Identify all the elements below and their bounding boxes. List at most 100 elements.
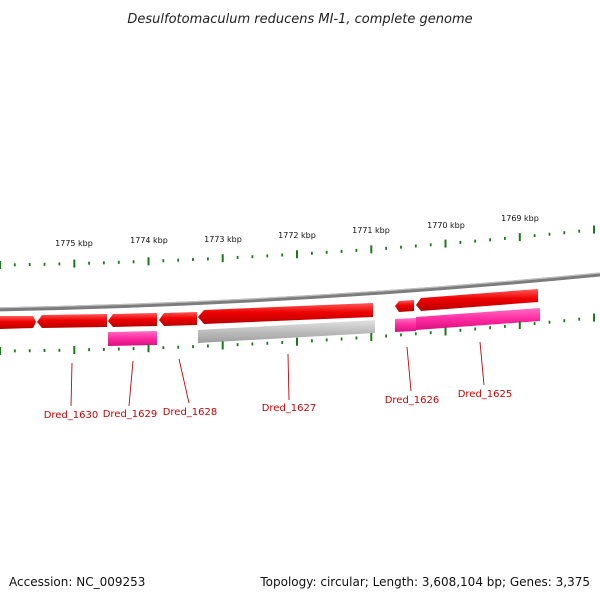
inner-ruler-tick [325,338,328,342]
inner-ruler-tick [459,328,462,332]
outer-ruler-tick [533,234,536,238]
gene-label-dred-1625[interactable]: Dred_1625 [458,389,513,400]
outer-ruler-tick [103,261,105,265]
inner-ruler-tick [533,322,536,326]
outer-ruler-tick [548,232,551,236]
outer-ruler-tick [489,238,491,242]
feature-bar-dred-1627[interactable] [198,320,375,343]
inner-ruler-tick [489,326,491,330]
inner-ruler-tick [355,336,358,340]
gene-label-dred-1629[interactable]: Dred_1629 [103,409,158,420]
outer-ruler-tick [504,236,506,240]
inner-ruler-tick [370,333,373,341]
inner-ruler-tick [236,343,239,347]
gene-arrow-dred-1629[interactable] [108,313,157,327]
inner-ruler-tick [147,344,150,353]
inner-ruler-tick [177,345,180,349]
leader-dred-1625 [479,341,485,386]
genome-backbone-highlight [0,272,600,309]
outer-ruler-tick [13,263,16,267]
inner-ruler-tick [132,347,135,351]
gene-arrow-dred-1627[interactable] [198,303,373,324]
scale-label-1769: 1769 kbp [501,214,539,223]
outer-ruler-tick [162,259,165,263]
outer-ruler-tick [429,243,432,247]
outer-ruler-tick [251,255,254,259]
gene-arrow-dred-1628[interactable] [159,312,197,326]
inner-ruler-tick [43,349,46,352]
leader-dred-1629 [128,360,134,407]
outer-ruler-tick [266,254,269,258]
gene-arrow-dred-1625[interactable] [416,289,538,311]
gene-arrow-dred-1630[interactable] [0,316,36,329]
feature-bar-dred-1625[interactable] [416,308,540,330]
inner-ruler-tick [221,341,224,350]
inner-ruler-tick [578,317,581,321]
label-leaders [70,341,485,407]
inner-ruler-tick [13,349,16,353]
outer-ruler-tick [325,250,328,254]
outer-ruler-tick [444,239,447,248]
outer-ruler-tick [311,251,313,255]
outer-ruler-tick [281,253,284,257]
inner-ruler-tick [73,346,76,354]
outer-ruler-tick [370,245,373,254]
outer-ruler-tick [518,233,521,242]
map-title: Desulfotomaculum reducens MI-1, complete… [127,12,472,27]
outer-ruler-tick [88,261,90,265]
gene-label-dred-1628[interactable]: Dred_1628 [163,407,218,418]
inner-ruler-tick [414,332,417,336]
gene-label-dred-1630[interactable]: Dred_1630 [44,410,99,421]
outer-ruler-tick [28,263,31,266]
outer-ruler-tick [340,249,343,253]
outer-ruler-tick [207,257,209,261]
feature-bar-dred-1629[interactable] [108,331,157,346]
inner-ruler-tick [251,342,254,346]
scale-label-1775: 1775 kbp [55,239,93,248]
inner-ruler-tick [58,348,61,352]
gene-arrow-dred-1626[interactable] [395,300,414,312]
gene-label-dred-1626[interactable]: Dred_1626 [385,395,440,406]
scale-label-1773: 1773 kbp [204,235,242,244]
inner-ruler-tick [593,313,595,322]
inner-ruler-tick [385,334,387,338]
feature-bar-dred-1626[interactable] [395,318,416,332]
inner-tick-ruler [0,313,595,355]
inner-ruler-tick [296,337,298,346]
leader-dred-1630 [70,362,73,407]
inner-ruler-tick [117,347,120,351]
outer-ruler-tick [578,229,581,233]
gene-arrow-dred-1630b[interactable] [37,314,107,328]
gene-label-dred-1627[interactable]: Dred_1627 [262,403,317,414]
outer-ruler-tick [414,244,417,248]
accession-text: Accession: NC_009253 [9,575,146,589]
outer-ruler-tick [147,257,150,266]
outer-ruler-tick [117,260,120,264]
inner-ruler-tick [563,319,566,323]
outer-ruler-tick [296,250,298,259]
inner-ruler-tick [311,339,313,343]
outer-ruler-tick [355,248,358,252]
outer-ruler-tick [43,262,46,266]
outer-ruler-tick [236,255,239,259]
cds-track [0,289,538,329]
inner-ruler-tick [0,347,1,355]
inner-ruler-tick [548,320,551,324]
outer-tick-ruler [0,225,595,269]
scale-label-1774: 1774 kbp [130,236,168,245]
inner-ruler-tick [192,345,194,349]
genome-backbone [0,272,600,312]
inner-ruler-tick [429,331,432,335]
leader-dred-1628 [178,358,190,404]
genome-summary-text: Topology: circular; Length: 3,608,104 bp… [260,575,590,589]
inner-ruler-tick [28,349,31,353]
outer-ruler-tick [192,258,194,261]
outer-ruler-tick [459,240,462,244]
outer-ruler-tick [563,231,566,235]
scale-label-1771: 1771 kbp [352,226,390,235]
outer-ruler-tick [132,260,135,264]
inner-ruler-tick [474,327,477,331]
inner-ruler-tick [444,327,447,336]
outer-ruler-tick [385,246,387,250]
